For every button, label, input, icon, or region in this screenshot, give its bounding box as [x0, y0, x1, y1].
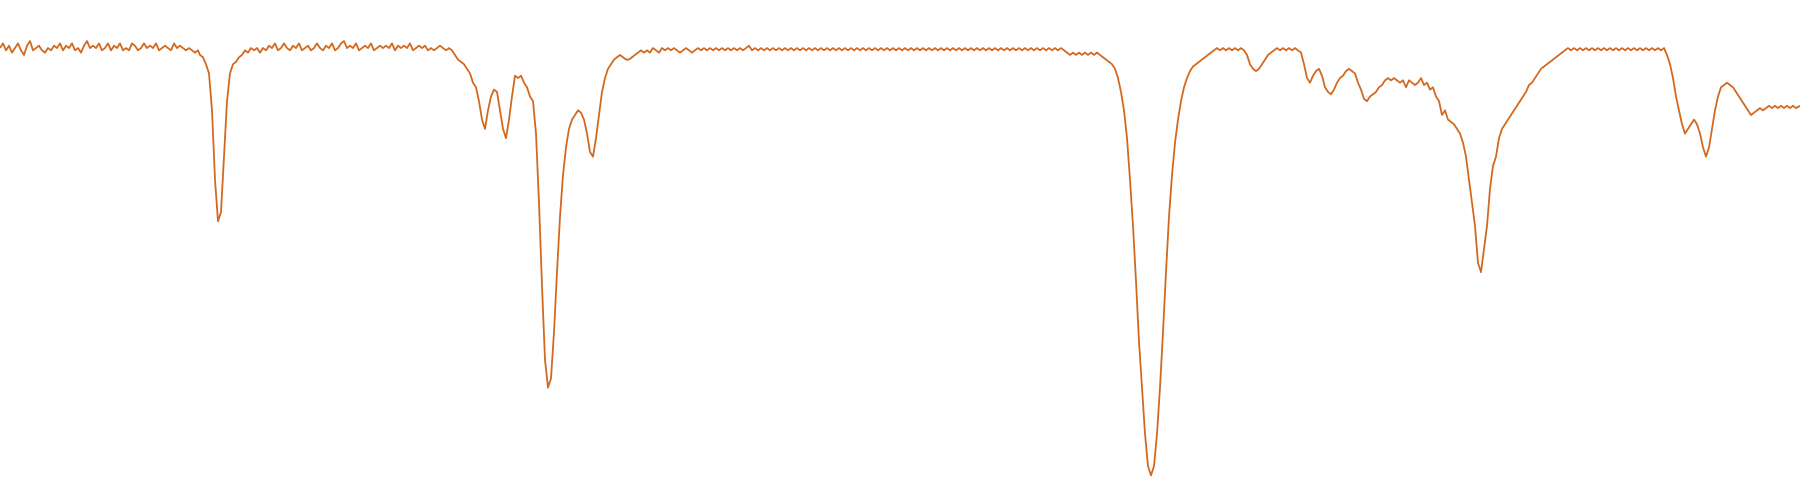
series-line-0 — [0, 40, 1800, 477]
